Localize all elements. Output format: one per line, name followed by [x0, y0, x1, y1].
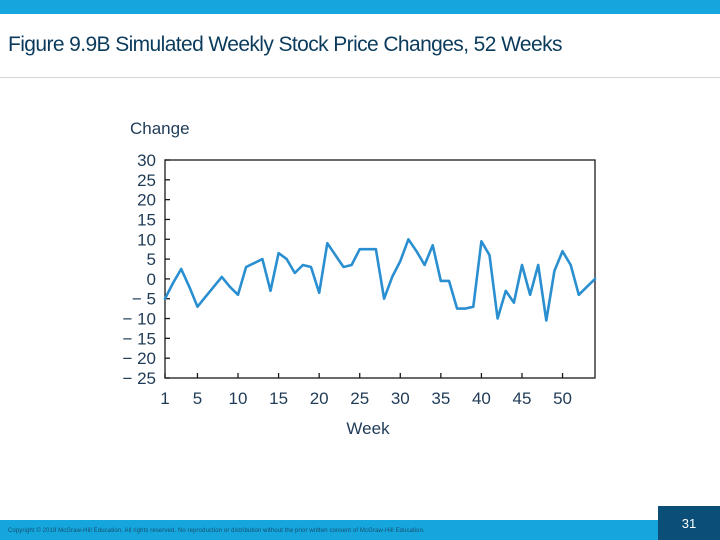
page-number-box — [658, 506, 720, 540]
x-axis-label: Week — [346, 419, 390, 438]
y-tick-label: 5 — [147, 250, 156, 269]
y-tick-label: − 25 — [122, 369, 156, 388]
x-tick-label: 1 — [160, 389, 169, 408]
footer-bar — [0, 520, 720, 540]
y-tick-label: − 15 — [122, 329, 156, 348]
x-tick-label: 40 — [472, 389, 491, 408]
y-axis-label: Change — [130, 119, 190, 138]
page-number: 31 — [681, 516, 697, 531]
slide-title: Figure 9.9B Simulated Weekly Stock Price… — [8, 33, 562, 56]
y-tick-label: 20 — [137, 191, 156, 210]
x-tick-label: 10 — [229, 389, 248, 408]
x-tick-label: 30 — [391, 389, 410, 408]
x-tick-label: 20 — [310, 389, 329, 408]
x-axis-ticks: 1 5 10 15 20 25 30 35 40 45 50 — [160, 373, 572, 408]
y-tick-label: 15 — [137, 210, 156, 229]
x-tick-label: 5 — [193, 389, 202, 408]
x-tick-label: 35 — [431, 389, 450, 408]
x-tick-label: 25 — [350, 389, 369, 408]
y-tick-label: 10 — [137, 230, 156, 249]
plot-area-frame — [164, 159, 596, 379]
title-divider — [0, 77, 720, 78]
y-tick-label: − 10 — [122, 310, 156, 329]
x-tick-label: 45 — [513, 389, 532, 408]
y-tick-label: 0 — [147, 270, 156, 289]
x-tick-label: 50 — [553, 389, 572, 408]
x-tick-label: 15 — [269, 389, 288, 408]
y-tick-label: 30 — [137, 151, 156, 170]
series-line — [163, 238, 597, 322]
copyright-notice: Copyright © 2019 McGraw-Hill Education. … — [8, 528, 425, 534]
y-tick-label: − 20 — [122, 349, 156, 368]
y-tick-label: − 5 — [132, 290, 156, 309]
top-accent-bar — [0, 0, 720, 14]
y-tick-label: 25 — [137, 171, 156, 190]
